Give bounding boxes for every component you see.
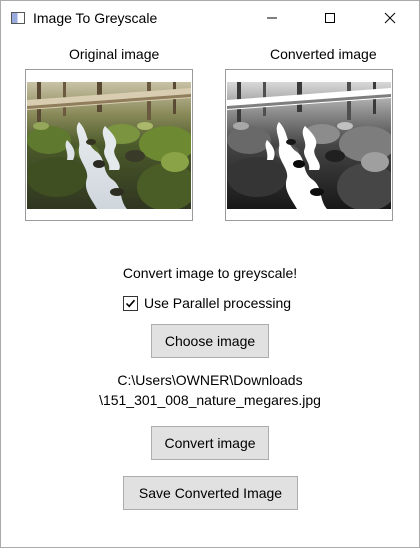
minimize-button[interactable] [249, 1, 295, 35]
checkmark-icon [125, 299, 136, 307]
converted-image [227, 82, 391, 209]
parallel-processing-label: Use Parallel processing [144, 295, 292, 311]
original-image-frame [25, 69, 193, 221]
minimize-icon [267, 17, 277, 19]
maximize-icon [325, 13, 335, 23]
app-window-icon [11, 12, 25, 24]
save-converted-image-button[interactable]: Save Converted Image [123, 476, 298, 510]
converted-image-frame [225, 69, 393, 221]
file-path-line-2: \151_301_008_nature_megares.jpg [99, 392, 321, 408]
window-title: Image To Greyscale [33, 10, 158, 26]
choose-image-button[interactable]: Choose image [151, 324, 269, 358]
converted-image-caption: Converted image [270, 46, 377, 62]
close-button[interactable] [367, 1, 413, 35]
original-image [27, 82, 191, 209]
parallel-processing-row[interactable]: Use Parallel processing [123, 295, 291, 311]
parallel-processing-checkbox[interactable] [123, 295, 138, 311]
convert-image-button[interactable]: Convert image [151, 426, 269, 460]
close-icon [384, 12, 396, 24]
file-path-line-1: C:\Users\OWNER\Downloads [117, 372, 303, 388]
title-bar[interactable]: Image To Greyscale [1, 1, 419, 35]
original-image-caption: Original image [69, 46, 160, 62]
maximize-button[interactable] [307, 1, 353, 35]
headline-text: Convert image to greyscale! [122, 265, 298, 281]
